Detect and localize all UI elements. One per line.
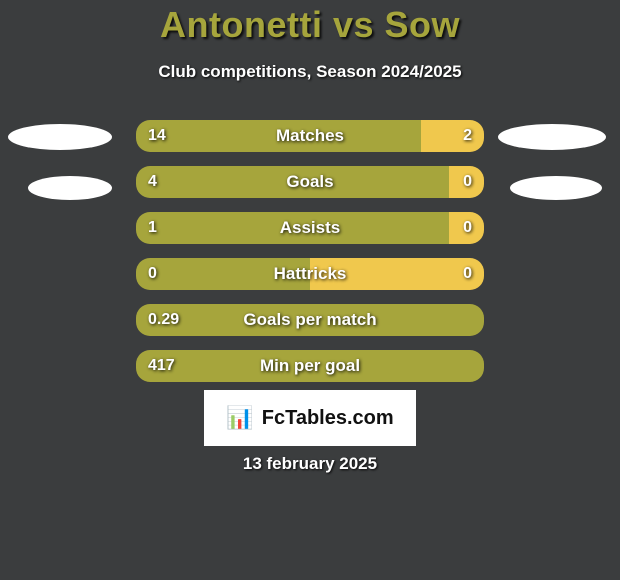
page-subtitle: Club competitions, Season 2024/2025 [0, 62, 620, 82]
date-label: 13 february 2025 [0, 454, 620, 474]
stat-value-left: 1 [148, 212, 157, 244]
stat-label: Hattricks [136, 258, 484, 290]
title-player-left: Antonetti [160, 4, 322, 45]
stat-value-right: 0 [463, 212, 472, 244]
stat-label: Goals [136, 166, 484, 198]
stat-row: Goals4 0 [0, 166, 620, 198]
stat-row: Min per goal417 [0, 350, 620, 382]
stat-label: Goals per match [136, 304, 484, 336]
stat-value-right: 2 [463, 120, 472, 152]
stat-row: Hattricks0 0 [0, 258, 620, 290]
stat-row: Goals per match0.29 [0, 304, 620, 336]
stat-label: Min per goal [136, 350, 484, 382]
stat-value-left: 0 [148, 258, 157, 290]
stat-value-left: 14 [148, 120, 166, 152]
comparison-canvas: Antonetti vs Sow Club competitions, Seas… [0, 0, 620, 580]
chart-icon: 📊 [226, 407, 253, 429]
stat-value-left: 4 [148, 166, 157, 198]
stat-value-right: 0 [463, 166, 472, 198]
page-title: Antonetti vs Sow [0, 4, 620, 46]
stat-label: Matches [136, 120, 484, 152]
title-vs: vs [322, 4, 384, 45]
stat-value-right: 0 [463, 258, 472, 290]
stat-row: Assists1 0 [0, 212, 620, 244]
stat-row: Matches14 2 [0, 120, 620, 152]
stat-value-left: 417 [148, 350, 175, 382]
fctables-logo: 📊 FcTables.com [204, 390, 416, 446]
stat-rows: Matches142Goals40Assists10Hattricks00Goa… [0, 120, 620, 396]
title-player-right: Sow [385, 4, 461, 45]
logo-text: FcTables.com [262, 407, 394, 430]
stat-value-left: 0.29 [148, 304, 179, 336]
stat-label: Assists [136, 212, 484, 244]
